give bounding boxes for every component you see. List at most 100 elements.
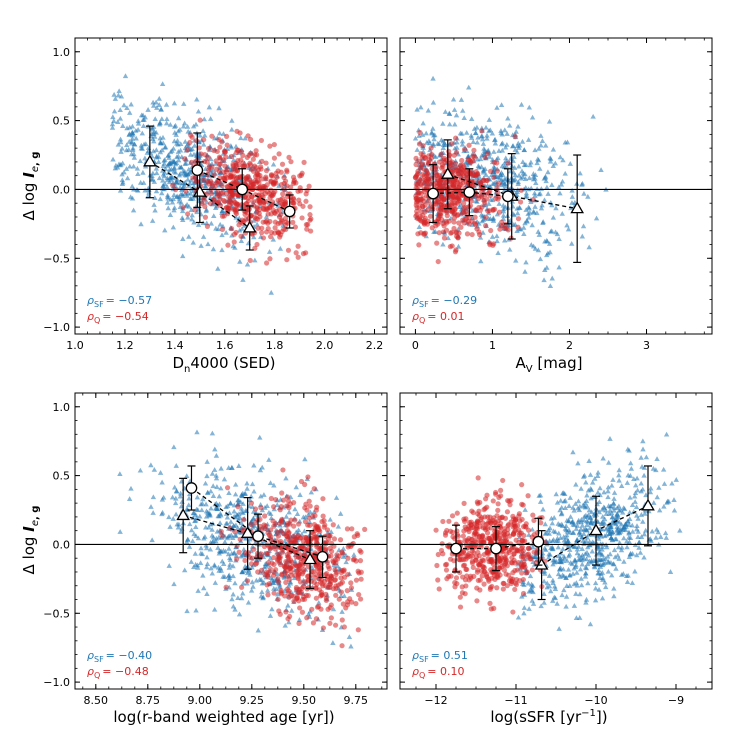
q-point bbox=[267, 566, 273, 572]
q-point bbox=[182, 156, 188, 162]
sf-point bbox=[440, 120, 446, 126]
sf-point bbox=[220, 573, 226, 579]
sf-point bbox=[210, 246, 217, 252]
sf-point bbox=[496, 201, 502, 206]
sf-point bbox=[630, 528, 636, 534]
sf-point bbox=[528, 242, 535, 247]
y-tick-label: 0.0 bbox=[53, 183, 71, 196]
sf-point bbox=[627, 535, 634, 541]
q-point bbox=[356, 570, 362, 576]
sf-point bbox=[473, 130, 479, 136]
sf-point bbox=[124, 105, 130, 111]
sf-point bbox=[208, 505, 214, 511]
q-point bbox=[283, 564, 289, 570]
panel-1-ylabel: Δ log Ie, g bbox=[20, 152, 41, 221]
q-point bbox=[460, 217, 466, 223]
sf-point bbox=[641, 472, 647, 478]
sf-point bbox=[612, 536, 618, 542]
q-point bbox=[276, 151, 282, 157]
sf-point bbox=[247, 536, 253, 542]
sf-point bbox=[486, 154, 493, 159]
sf-point bbox=[154, 170, 160, 176]
sf-point bbox=[233, 143, 239, 149]
sf-point bbox=[204, 561, 211, 567]
q-point bbox=[504, 509, 511, 515]
sf-point bbox=[174, 137, 181, 143]
sf-point bbox=[134, 165, 141, 171]
sf-point bbox=[588, 520, 594, 526]
q-point bbox=[296, 620, 302, 626]
q-point bbox=[529, 534, 535, 540]
sf-point bbox=[553, 538, 560, 544]
sf-point bbox=[530, 171, 537, 176]
sf-point bbox=[550, 598, 556, 603]
q-point bbox=[339, 617, 345, 623]
q-point bbox=[288, 572, 294, 578]
sf-point bbox=[150, 99, 156, 105]
sf-point bbox=[484, 135, 490, 141]
sf-point bbox=[172, 169, 179, 175]
sf-point bbox=[200, 141, 207, 147]
sf-point bbox=[130, 147, 136, 153]
sf-point bbox=[610, 477, 616, 482]
sf-point bbox=[120, 179, 126, 185]
sf-point bbox=[333, 495, 340, 500]
sf-point bbox=[577, 566, 584, 572]
sf-point bbox=[500, 208, 507, 214]
q-point bbox=[297, 551, 303, 558]
sf-point bbox=[157, 470, 164, 475]
sf-point bbox=[210, 493, 217, 498]
sf-point bbox=[550, 557, 556, 563]
sf-point bbox=[140, 117, 146, 123]
sf-point bbox=[656, 485, 662, 490]
sf-point bbox=[348, 643, 354, 649]
rho-q-label: ρQ = −0.48 bbox=[87, 665, 149, 680]
q-point bbox=[319, 591, 325, 598]
sf-point bbox=[521, 582, 527, 588]
sf-point bbox=[211, 213, 217, 219]
sf-point bbox=[188, 527, 195, 533]
sf-point bbox=[203, 542, 209, 548]
q-point bbox=[333, 592, 339, 598]
q-point bbox=[471, 154, 478, 160]
sf-point bbox=[556, 264, 562, 270]
q-point bbox=[217, 144, 223, 150]
q-point bbox=[447, 160, 453, 167]
q-binned-trend-line bbox=[191, 487, 323, 558]
x-tick-label: 3 bbox=[643, 339, 650, 352]
sf-point bbox=[481, 145, 487, 151]
sf-point bbox=[538, 142, 544, 148]
sf-point bbox=[162, 144, 168, 150]
sf-point bbox=[638, 480, 644, 486]
sf-point bbox=[218, 567, 225, 573]
sf-binned-marker bbox=[440, 166, 455, 179]
sf-point bbox=[585, 519, 591, 525]
sf-point bbox=[570, 571, 576, 576]
q-point bbox=[245, 133, 251, 139]
sf-point bbox=[476, 164, 482, 170]
q-point bbox=[457, 604, 464, 610]
q-point bbox=[303, 198, 309, 204]
sf-point bbox=[127, 110, 133, 115]
q-point bbox=[296, 197, 302, 203]
q-point bbox=[303, 535, 309, 541]
sf-point bbox=[211, 467, 218, 472]
sf-point bbox=[522, 176, 529, 182]
sf-point bbox=[626, 554, 633, 559]
sf-point bbox=[120, 123, 126, 128]
sf-point bbox=[191, 564, 197, 570]
sf-point bbox=[139, 130, 146, 136]
q-point bbox=[482, 154, 488, 161]
sf-point bbox=[600, 560, 607, 566]
sf-point bbox=[563, 574, 569, 580]
sf-point bbox=[496, 175, 503, 181]
sf-point bbox=[199, 507, 205, 513]
q-point bbox=[478, 180, 484, 186]
sf-point bbox=[226, 490, 232, 496]
q-point bbox=[286, 590, 292, 596]
sf-point bbox=[292, 506, 298, 512]
sf-point bbox=[597, 564, 604, 569]
sf-point bbox=[632, 490, 639, 496]
sf-point bbox=[578, 575, 584, 581]
sf-point bbox=[180, 253, 186, 259]
